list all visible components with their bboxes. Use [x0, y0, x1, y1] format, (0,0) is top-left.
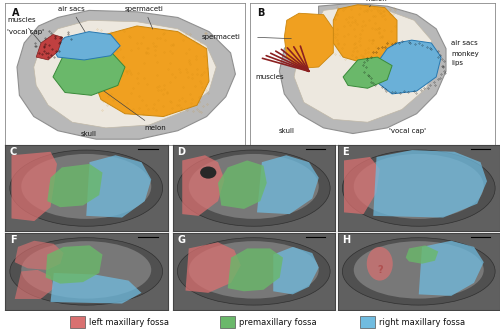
Text: melon: melon	[98, 87, 166, 131]
Text: left maxillary fossa: left maxillary fossa	[89, 318, 169, 327]
Text: skull: skull	[81, 131, 97, 138]
Polygon shape	[86, 155, 151, 217]
Text: spermaceti: spermaceti	[202, 34, 240, 40]
Text: 'vocal cap': 'vocal cap'	[8, 29, 50, 38]
Text: right maxillary fossa: right maxillary fossa	[379, 318, 465, 327]
Ellipse shape	[10, 150, 162, 226]
Text: skull: skull	[279, 128, 295, 134]
Text: muscles: muscles	[255, 74, 284, 80]
Polygon shape	[344, 157, 380, 214]
Polygon shape	[186, 242, 240, 293]
Polygon shape	[17, 10, 235, 139]
Polygon shape	[273, 247, 318, 294]
Polygon shape	[53, 32, 120, 60]
Ellipse shape	[178, 238, 330, 305]
Polygon shape	[15, 241, 64, 270]
Polygon shape	[280, 3, 446, 134]
Polygon shape	[419, 241, 484, 296]
Ellipse shape	[21, 154, 151, 219]
Polygon shape	[373, 150, 487, 217]
Polygon shape	[34, 20, 216, 128]
Text: muscles: muscles	[8, 17, 44, 47]
Polygon shape	[343, 57, 392, 88]
Ellipse shape	[189, 154, 319, 219]
Text: G: G	[178, 235, 186, 245]
Text: A: A	[12, 8, 20, 18]
Ellipse shape	[367, 247, 393, 281]
Text: premaxillary fossa: premaxillary fossa	[239, 318, 316, 327]
Polygon shape	[334, 5, 397, 63]
Text: F: F	[10, 235, 16, 245]
Ellipse shape	[354, 154, 484, 219]
Polygon shape	[36, 35, 62, 60]
Polygon shape	[372, 40, 441, 94]
Text: H: H	[342, 235, 350, 245]
Polygon shape	[294, 6, 436, 122]
Polygon shape	[47, 164, 102, 207]
Ellipse shape	[342, 150, 495, 226]
Polygon shape	[46, 245, 102, 284]
Text: melon: melon	[365, 0, 387, 2]
Polygon shape	[406, 245, 438, 264]
Polygon shape	[15, 270, 54, 299]
Polygon shape	[228, 248, 283, 291]
Ellipse shape	[342, 238, 495, 305]
Text: air sacs: air sacs	[58, 6, 85, 32]
Text: B: B	[258, 8, 264, 18]
Polygon shape	[92, 26, 209, 117]
Ellipse shape	[21, 241, 151, 299]
Polygon shape	[182, 155, 224, 216]
Polygon shape	[12, 152, 57, 221]
Polygon shape	[284, 13, 334, 69]
Text: D: D	[178, 148, 186, 158]
Ellipse shape	[200, 166, 216, 178]
Text: lips: lips	[451, 60, 463, 66]
Ellipse shape	[178, 150, 330, 226]
Ellipse shape	[354, 241, 484, 299]
Bar	[70, 316, 85, 328]
Text: 'vocal cap': 'vocal cap'	[390, 128, 426, 134]
Polygon shape	[218, 161, 266, 209]
Polygon shape	[50, 273, 142, 304]
Text: air sacs: air sacs	[451, 40, 477, 46]
Text: ?: ?	[377, 265, 382, 275]
Ellipse shape	[10, 238, 162, 305]
Text: monkey: monkey	[451, 51, 478, 57]
Bar	[220, 316, 235, 328]
Text: spermaceti: spermaceti	[125, 6, 164, 29]
Text: E: E	[342, 148, 349, 158]
Text: C: C	[10, 148, 17, 158]
Bar	[360, 316, 375, 328]
Polygon shape	[257, 155, 318, 214]
Ellipse shape	[189, 241, 319, 299]
Polygon shape	[53, 49, 125, 95]
